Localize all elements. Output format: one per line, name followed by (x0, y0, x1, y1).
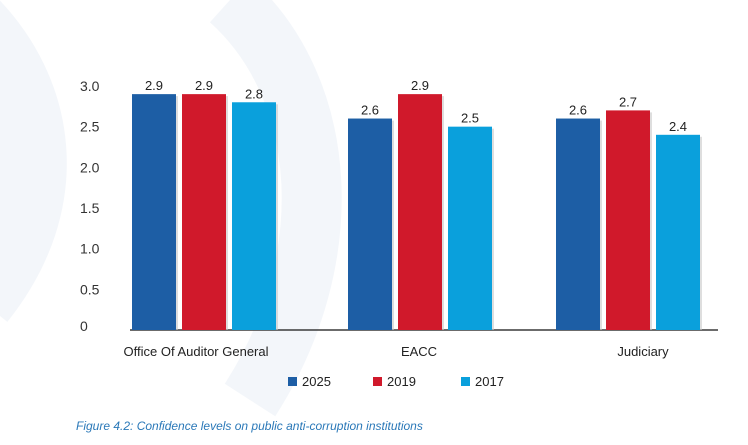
y-tick-label: 2.5 (80, 119, 100, 135)
y-tick-label: 1.5 (80, 200, 100, 216)
bar-2025-2 (556, 118, 600, 331)
data-label: 2.9 (411, 78, 429, 93)
y-tick-label: 3.0 (80, 78, 100, 94)
bar-shadow (176, 96, 178, 330)
legend-label: 2019 (387, 374, 416, 389)
figure-caption: Figure 4.2: Confidence levels on public … (76, 419, 423, 433)
legend-label: 2025 (302, 374, 331, 389)
legend-label: 2017 (475, 374, 504, 389)
legend-swatch (288, 377, 297, 386)
bar-shadow (226, 96, 228, 330)
data-label: 2.9 (145, 78, 163, 93)
bar-shadow (600, 120, 602, 331)
labels-layer: 2.9 2.9 2.8 2.6 2.9 2.5 2.6 2.7 2.4 (145, 78, 687, 134)
data-label: 2.6 (361, 103, 379, 118)
x-category-label: Office Of Auditor General (124, 344, 269, 359)
bar-shadow (700, 136, 702, 330)
bar-shadow (276, 104, 278, 331)
bar-shadow (492, 128, 494, 330)
data-label: 2.7 (619, 94, 637, 109)
bars-layer (132, 94, 702, 331)
x-category-label: Judiciary (617, 344, 669, 359)
bar-shadow (650, 112, 652, 331)
background-watermark (0, 0, 342, 417)
y-tick-label: 1.0 (80, 241, 100, 257)
y-tick-label: 2.0 (80, 159, 100, 175)
x-category-label: EACC (401, 344, 437, 359)
legend: 2025 2019 2017 (288, 374, 504, 389)
data-label: 2.8 (245, 86, 263, 101)
data-label: 2.4 (669, 119, 687, 134)
data-label: 2.5 (461, 111, 479, 126)
data-label: 2.6 (569, 103, 587, 118)
legend-swatch (461, 377, 470, 386)
legend-swatch (373, 377, 382, 386)
bar-2025-1 (348, 118, 392, 331)
y-tick-label: 0 (80, 318, 88, 334)
y-tick-label: 0.5 (80, 281, 100, 297)
bar-2019-1 (398, 94, 442, 330)
bar-2017-1 (448, 126, 492, 331)
bar-shadow (392, 120, 394, 331)
bar-2019-2 (606, 110, 650, 331)
data-label: 2.9 (195, 78, 213, 93)
bar-2019-0 (182, 94, 226, 330)
bar-2025-0 (132, 94, 176, 330)
bar-shadow (442, 96, 444, 330)
bar-2017-0 (232, 102, 276, 331)
bar-2017-2 (656, 134, 700, 330)
